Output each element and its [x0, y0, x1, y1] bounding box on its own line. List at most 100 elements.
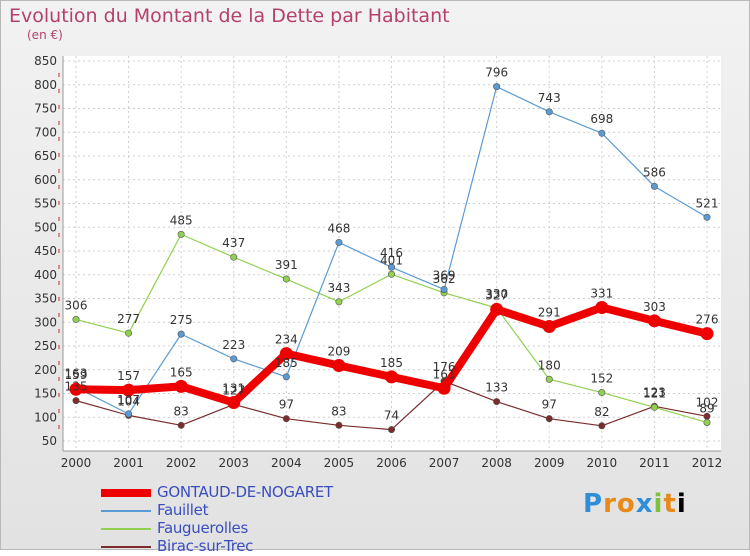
data-label-3: 82 [594, 405, 609, 419]
y-tick-label: 800 [34, 78, 57, 92]
data-label-3: 127 [222, 383, 245, 397]
data-point-0 [437, 381, 451, 395]
data-point-0 [122, 383, 136, 397]
chart-subtitle: (en €) [27, 28, 63, 42]
y-tick-label: 850 [34, 54, 57, 68]
x-tick-label: 2010 [587, 456, 618, 470]
data-label-2: 330 [485, 287, 508, 301]
y-tick-label: 50 [42, 434, 57, 448]
data-point-2 [230, 253, 238, 261]
y-tick-label: 750 [34, 102, 57, 116]
data-label-0: 209 [327, 344, 350, 358]
data-label-0: 161 [433, 367, 456, 381]
data-label-3: 135 [65, 380, 88, 394]
data-point-3 [493, 398, 501, 406]
data-point-1 [335, 238, 343, 246]
data-point-1 [440, 285, 448, 293]
data-label-1: 369 [433, 268, 456, 282]
data-label-2: 89 [699, 401, 714, 415]
x-tick-label: 2000 [61, 456, 92, 470]
data-label-0: 234 [275, 333, 298, 347]
data-label-3: 133 [485, 381, 508, 395]
y-tick-label: 700 [34, 125, 57, 139]
data-label-3: 74 [384, 409, 399, 423]
data-label-1: 521 [696, 196, 719, 210]
legend-swatch-gontaud [101, 489, 151, 497]
data-label-1: 223 [222, 338, 245, 352]
data-label-1: 796 [485, 66, 508, 80]
data-label-3: 123 [643, 385, 666, 399]
y-tick-label: 400 [34, 268, 57, 282]
y-tick-label: 350 [34, 292, 57, 306]
data-label-0: 157 [117, 369, 140, 383]
data-label-1: 468 [327, 221, 350, 235]
x-tick-label: 2006 [376, 456, 407, 470]
x-tick-label: 2005 [324, 456, 355, 470]
data-label-2: 121 [643, 386, 666, 400]
legend-swatch-fauguerolles [101, 528, 151, 530]
data-point-0 [647, 314, 661, 328]
x-tick-label: 2009 [534, 456, 565, 470]
data-label-2: 343 [327, 281, 350, 295]
y-tick-label: 550 [34, 197, 57, 211]
data-label-0: 185 [380, 356, 403, 370]
data-point-0 [385, 370, 398, 384]
data-point-2 [650, 403, 658, 411]
data-point-1 [545, 108, 553, 116]
x-tick-label: 2001 [113, 456, 144, 470]
data-point-2 [387, 270, 395, 278]
data-label-3: 102 [696, 395, 719, 409]
y-tick-label: 450 [34, 244, 57, 258]
y-tick-label: 500 [34, 220, 57, 234]
x-tick-label: 2004 [271, 456, 302, 470]
data-point-3 [282, 415, 290, 423]
legend-label-fauillet: Fauillet [157, 501, 209, 519]
data-point-0 [542, 320, 556, 334]
data-label-1: 275 [170, 313, 193, 327]
data-label-3: 104 [117, 394, 140, 408]
data-point-0 [332, 358, 346, 372]
data-label-0: 291 [538, 306, 561, 320]
legend-label-gontaud: GONTAUD-DE-NOGARET [157, 483, 333, 501]
data-point-0 [174, 379, 188, 393]
y-tick-label: 150 [34, 387, 57, 401]
data-point-2 [282, 275, 290, 283]
x-tick-label: 2003 [218, 456, 249, 470]
data-label-2: 485 [170, 213, 193, 227]
data-point-3 [545, 415, 553, 423]
legend-swatch-birac [101, 546, 151, 548]
data-label-1: 586 [643, 165, 666, 179]
data-label-1: 416 [380, 246, 403, 260]
data-point-1 [282, 373, 290, 381]
data-label-2: 306 [65, 298, 88, 312]
data-label-1: 185 [275, 356, 298, 370]
data-point-1 [598, 129, 606, 137]
x-tick-label: 2011 [639, 456, 670, 470]
y-tick-label: 250 [34, 339, 57, 353]
data-point-3 [387, 426, 395, 434]
y-tick-label: 650 [34, 149, 57, 163]
data-label-0: 159 [65, 368, 88, 382]
data-label-3: 83 [174, 404, 189, 418]
data-point-1 [177, 330, 185, 338]
data-point-2 [703, 418, 711, 426]
data-label-2: 362 [433, 272, 456, 286]
data-point-3 [335, 421, 343, 429]
data-label-1: 743 [538, 91, 561, 105]
data-label-3: 176 [433, 360, 456, 374]
data-point-2 [545, 375, 553, 383]
legend-label-fauguerolles: Fauguerolles [157, 519, 248, 537]
legend-swatch-fauillet [101, 510, 151, 512]
data-point-1 [387, 263, 395, 271]
proxiti-logo: Proxiti [583, 489, 687, 519]
data-label-2: 401 [380, 253, 403, 267]
data-point-0 [227, 396, 241, 410]
data-point-3 [177, 421, 185, 429]
data-label-0: 131 [222, 382, 245, 396]
x-tick-label: 2012 [692, 456, 723, 470]
legend-label-birac: Birac-sur-Trec [157, 537, 254, 555]
data-label-2: 391 [275, 258, 298, 272]
data-point-2 [598, 389, 606, 397]
data-label-2: 437 [222, 236, 245, 250]
